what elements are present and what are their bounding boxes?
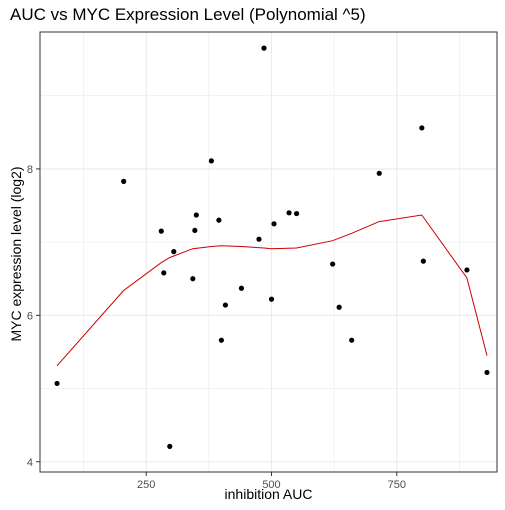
data-point xyxy=(54,380,60,387)
series-layer xyxy=(56,214,488,367)
data-point xyxy=(419,125,425,131)
x-axis-label: inhibition AUC xyxy=(224,486,313,502)
data-point xyxy=(121,178,127,184)
data-point xyxy=(216,217,222,223)
x-tick-label: 750 xyxy=(388,479,406,491)
data-point xyxy=(167,443,173,449)
grid-major-lines xyxy=(40,32,497,472)
y-tick-label: 4 xyxy=(27,457,33,469)
y-axis-label: MYC expression level (log2) xyxy=(8,166,24,342)
data-point xyxy=(349,337,355,343)
chart-title: AUC vs MYC Expression Level (Polynomial … xyxy=(10,5,366,24)
data-point xyxy=(218,337,224,343)
data-point xyxy=(192,227,198,234)
data-point xyxy=(336,304,342,310)
data-point xyxy=(271,221,277,227)
x-axis-ticks: 250 500 750 xyxy=(137,472,406,491)
data-point xyxy=(158,228,164,234)
x-tick-label: 500 xyxy=(262,479,280,491)
data-point xyxy=(261,45,267,51)
data-point xyxy=(238,285,245,291)
data-point xyxy=(484,369,490,376)
data-point xyxy=(376,170,382,176)
x-tick-label: 250 xyxy=(137,479,155,491)
data-point xyxy=(464,267,470,273)
y-axis-ticks: 4 6 8 xyxy=(27,164,40,469)
data-point xyxy=(256,236,262,242)
data-point xyxy=(268,296,275,302)
data-point xyxy=(420,258,426,264)
data-point xyxy=(286,210,292,216)
points-layer xyxy=(54,45,490,449)
data-point xyxy=(193,212,199,218)
y-tick-label: 8 xyxy=(27,164,33,176)
data-point xyxy=(330,261,336,267)
data-point xyxy=(161,270,167,276)
plot-border xyxy=(39,31,498,473)
data-point xyxy=(190,276,196,282)
data-point xyxy=(222,302,229,308)
grid-minor-lines xyxy=(40,32,497,472)
data-point xyxy=(171,249,177,255)
data-point xyxy=(208,158,214,164)
data-point xyxy=(293,210,300,217)
y-tick-label: 6 xyxy=(27,310,33,322)
plot-background xyxy=(40,32,497,472)
fit-line xyxy=(56,214,488,367)
